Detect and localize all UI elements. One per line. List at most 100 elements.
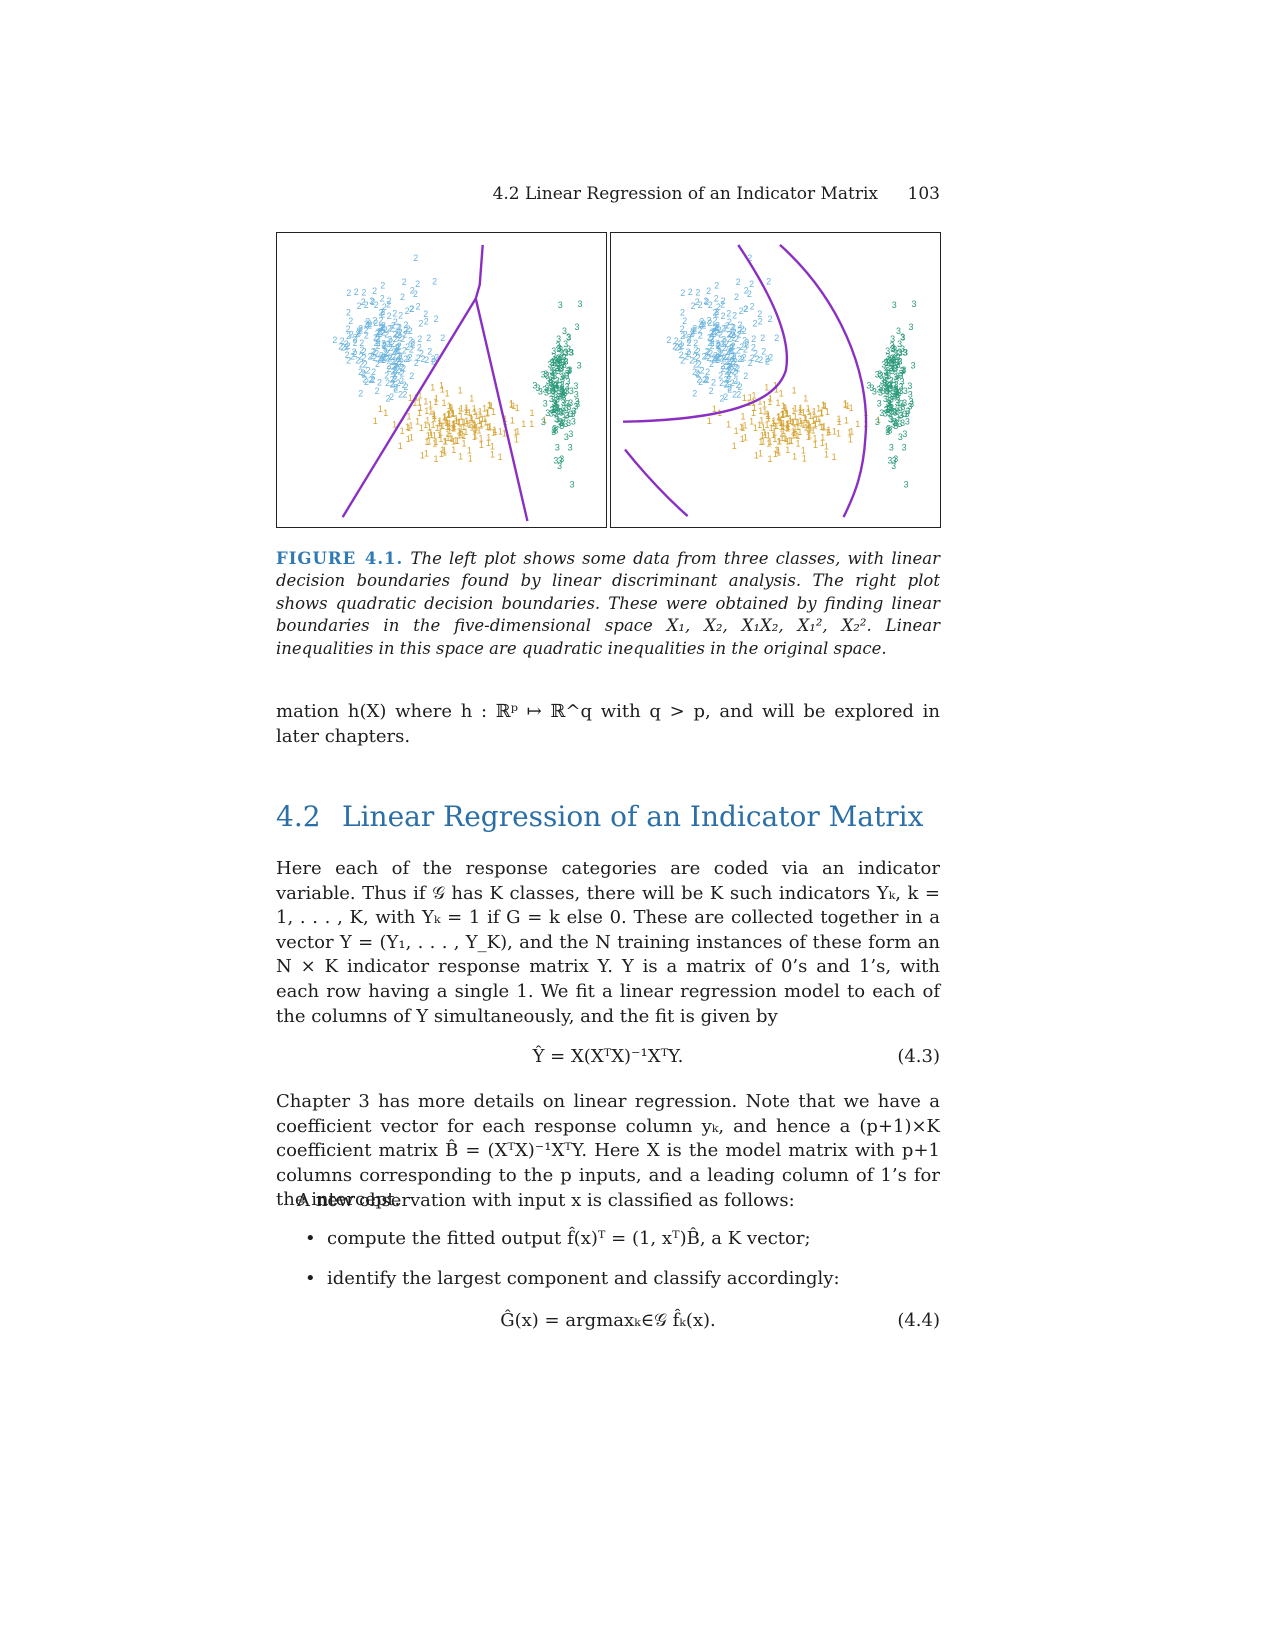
data-point: 1 — [458, 428, 463, 438]
data-point: 2 — [680, 356, 685, 366]
data-point: 2 — [707, 332, 712, 342]
data-point: 3 — [886, 397, 891, 407]
data-point: 3 — [550, 358, 555, 368]
data-point: 2 — [369, 296, 374, 306]
data-point: 2 — [714, 309, 719, 319]
data-point: 3 — [563, 419, 568, 429]
data-point: 1 — [464, 416, 469, 426]
data-point: 1 — [486, 438, 491, 448]
data-point: 2 — [383, 325, 388, 335]
data-point: 1 — [749, 417, 754, 427]
data-point: 2 — [720, 339, 725, 349]
data-point: 1 — [793, 412, 798, 422]
data-point: 1 — [460, 417, 465, 427]
data-point: 3 — [550, 385, 555, 395]
data-point: 3 — [553, 381, 558, 391]
data-point: 2 — [680, 341, 685, 351]
data-point: 3 — [894, 406, 899, 416]
data-point: 1 — [796, 418, 801, 428]
data-point: 2 — [716, 341, 721, 351]
data-point: 1 — [457, 431, 462, 441]
data-point: 2 — [394, 329, 399, 339]
data-point: 1 — [415, 417, 420, 427]
data-point: 3 — [559, 408, 564, 418]
lda-boundary-left — [341, 297, 477, 518]
data-point: 2 — [398, 351, 403, 361]
data-point: 3 — [888, 356, 893, 366]
data-point: 2 — [680, 288, 685, 298]
data-point: 3 — [562, 360, 567, 370]
data-point: 1 — [509, 398, 514, 408]
data-point: 2 — [403, 382, 408, 392]
data-point: 1 — [759, 416, 764, 426]
data-point: 2 — [715, 353, 720, 363]
data-point: 2 — [726, 374, 731, 384]
data-point: 1 — [784, 405, 789, 415]
data-point: 2 — [697, 325, 702, 335]
data-point: 1 — [816, 404, 821, 414]
data-point: 1 — [754, 451, 759, 461]
data-point: 2 — [410, 304, 415, 314]
data-point: 2 — [410, 338, 415, 348]
data-point: 1 — [774, 445, 779, 455]
data-point: 2 — [715, 352, 720, 362]
data-point: 1 — [442, 436, 447, 446]
data-point: 3 — [894, 348, 899, 358]
data-point: 2 — [356, 326, 361, 336]
data-point: 2 — [371, 367, 376, 377]
data-point: 2 — [385, 378, 390, 388]
data-point: 1 — [780, 410, 785, 420]
data-point: 2 — [403, 320, 408, 330]
data-point: 1 — [432, 414, 437, 424]
data-point: 2 — [707, 338, 712, 348]
data-point: 3 — [885, 427, 890, 437]
data-point: 1 — [455, 436, 460, 446]
data-point: 3 — [561, 398, 566, 408]
data-point: 1 — [490, 441, 495, 451]
bullet-text-1: compute the fitted output f̂(x)ᵀ = (1, x… — [327, 1228, 811, 1249]
data-point: 2 — [698, 330, 703, 340]
running-head: 4.2 Linear Regression of an Indicator Ma… — [276, 184, 940, 208]
data-point: 2 — [728, 346, 733, 356]
data-point: 1 — [468, 453, 473, 463]
data-point: 3 — [902, 347, 907, 357]
data-point: 3 — [549, 409, 554, 419]
data-point: 2 — [413, 289, 418, 299]
data-point: 2 — [725, 362, 730, 372]
data-point: 3 — [552, 404, 557, 414]
data-point: 1 — [844, 416, 849, 426]
data-point: 1 — [468, 413, 473, 423]
data-point: 2 — [394, 361, 399, 371]
data-point: 2 — [405, 342, 410, 352]
data-point: 2 — [727, 334, 732, 344]
data-point: 1 — [811, 416, 816, 426]
data-point: 2 — [701, 319, 706, 329]
data-point: 3 — [568, 347, 573, 357]
data-point: 3 — [902, 409, 907, 419]
data-point: 2 — [376, 341, 381, 351]
data-point: 2 — [358, 325, 363, 335]
data-point: 1 — [437, 430, 442, 440]
data-point: 2 — [702, 351, 707, 361]
data-point: 2 — [765, 356, 770, 366]
data-point: 2 — [380, 323, 385, 333]
data-point: 2 — [373, 332, 378, 342]
data-point: 2 — [734, 292, 739, 302]
data-point: 1 — [472, 424, 477, 434]
data-point: 2 — [700, 366, 705, 376]
data-point: 3 — [554, 414, 559, 424]
data-point: 2 — [393, 362, 398, 372]
data-point: 3 — [574, 389, 579, 399]
data-point: 3 — [551, 379, 556, 389]
data-point: 2 — [414, 358, 419, 368]
data-point: 1 — [453, 435, 458, 445]
data-point: 1 — [383, 408, 388, 418]
data-point: 3 — [549, 366, 554, 376]
data-point: 3 — [553, 396, 558, 406]
data-point: 1 — [461, 431, 466, 441]
data-point: 3 — [551, 365, 556, 375]
data-point: 3 — [895, 398, 900, 408]
data-point: 1 — [448, 402, 453, 412]
data-point: 3 — [556, 334, 561, 344]
data-point: 2 — [727, 362, 732, 372]
